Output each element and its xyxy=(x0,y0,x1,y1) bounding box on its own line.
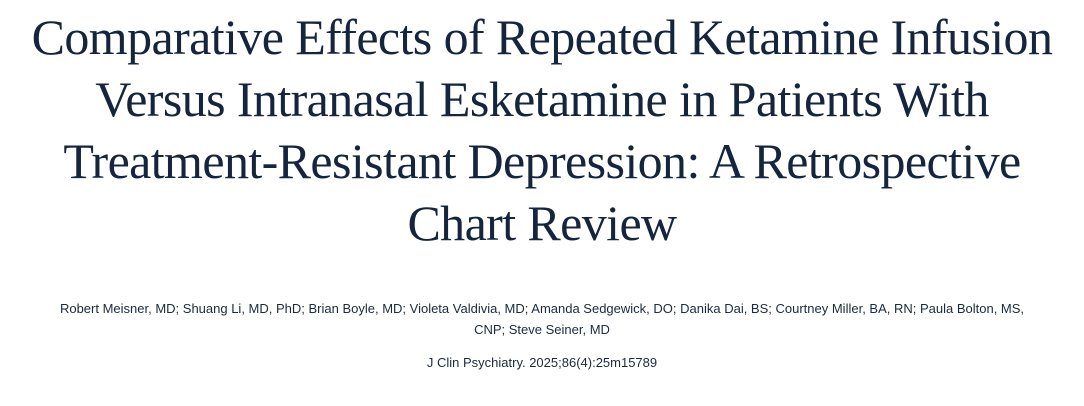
author-list: Robert Meisner, MD; Shuang Li, MD, PhD; … xyxy=(59,301,1025,337)
article-title: Comparative Effects of Repeated Ketamine… xyxy=(31,9,1053,251)
article-header: Comparative Effects of Repeated Ketamine… xyxy=(0,6,1084,370)
journal-citation: J Clin Psychiatry. 2025;86(4):25m15789 xyxy=(426,355,658,370)
